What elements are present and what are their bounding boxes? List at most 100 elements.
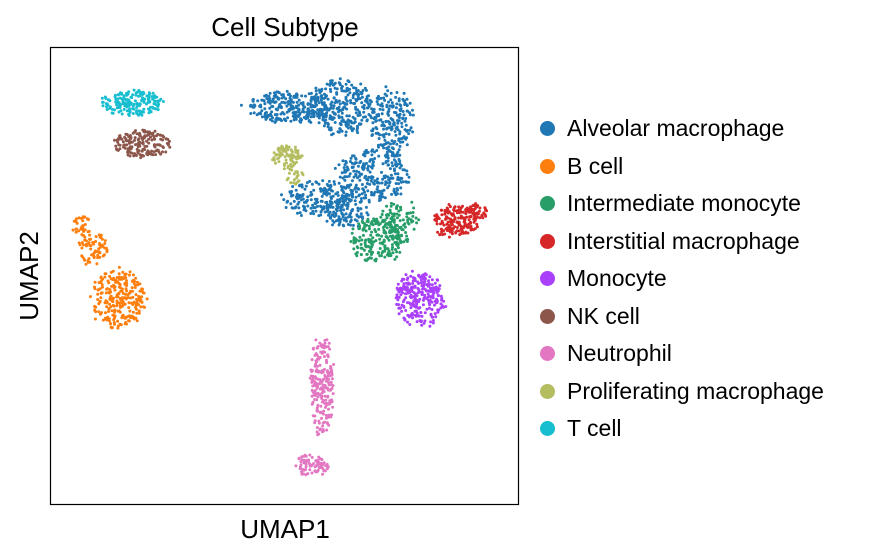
data-point [323, 383, 327, 387]
legend: Alveolar macrophage B cell Intermediate mo… [540, 110, 824, 448]
data-point [295, 170, 299, 174]
data-point [384, 231, 388, 235]
data-point [340, 119, 344, 123]
data-point [419, 320, 423, 324]
data-point [406, 301, 409, 305]
data-point [109, 294, 113, 298]
data-point [140, 287, 144, 291]
data-point [321, 424, 325, 428]
data-point [316, 403, 320, 407]
data-point [304, 184, 308, 188]
data-point [342, 208, 346, 212]
data-point [364, 97, 368, 101]
data-point [337, 181, 341, 185]
data-point [396, 282, 400, 286]
data-point [286, 100, 290, 104]
data-point [316, 385, 320, 389]
data-point [378, 222, 382, 226]
data-point [330, 373, 334, 377]
data-point [134, 302, 138, 306]
data-point [315, 99, 319, 103]
data-point [340, 171, 344, 175]
data-point [377, 97, 381, 101]
data-point [366, 164, 370, 168]
data-point [363, 241, 367, 245]
data-point [101, 104, 105, 108]
data-point [161, 150, 164, 154]
data-point [367, 240, 371, 244]
data-point [338, 197, 342, 201]
data-point [349, 125, 353, 129]
data-point [314, 202, 317, 206]
data-point [438, 233, 442, 237]
data-point [305, 181, 309, 185]
data-point [467, 207, 471, 211]
data-point [119, 109, 123, 113]
data-point [383, 224, 387, 228]
data-point [85, 239, 88, 243]
data-point [409, 306, 413, 310]
data-point [405, 129, 409, 133]
data-point [433, 299, 437, 303]
data-point [300, 458, 304, 462]
data-point [320, 416, 323, 420]
data-point [347, 197, 351, 201]
data-point [313, 364, 317, 368]
data-point [464, 212, 468, 216]
data-point [328, 210, 332, 214]
data-point [404, 273, 408, 277]
data-point [325, 206, 329, 210]
legend-label: Proliferating macrophage [567, 377, 824, 404]
data-point [103, 301, 107, 305]
data-point [323, 112, 327, 116]
data-point [301, 197, 305, 201]
data-point [382, 123, 385, 127]
data-point [139, 305, 143, 309]
data-point [337, 130, 341, 134]
data-point [294, 150, 298, 154]
data-point [421, 287, 425, 291]
data-point [306, 204, 310, 208]
data-point [406, 291, 410, 295]
data-point [417, 300, 421, 304]
data-point [321, 388, 325, 392]
data-point [402, 285, 406, 289]
data-point [457, 205, 461, 209]
data-point [325, 82, 329, 86]
data-point [426, 289, 430, 293]
data-point [116, 319, 120, 323]
data-point [383, 176, 387, 180]
data-point [274, 95, 278, 99]
data-point [430, 300, 434, 304]
data-point [364, 259, 368, 263]
data-point [341, 196, 345, 200]
data-point [344, 82, 348, 86]
data-point [330, 200, 334, 204]
data-point [319, 94, 323, 98]
data-point [362, 107, 366, 110]
data-point [324, 398, 328, 402]
data-point [425, 307, 429, 311]
data-point [314, 180, 318, 184]
data-point [314, 86, 318, 90]
data-point [394, 193, 398, 197]
data-point [402, 168, 406, 172]
data-point [348, 120, 352, 124]
data-point [88, 233, 92, 237]
data-point [87, 241, 91, 245]
data-point [320, 458, 324, 462]
data-point [321, 179, 325, 183]
data-point [301, 107, 305, 111]
data-point [327, 378, 331, 381]
data-point [97, 233, 101, 237]
data-point [321, 430, 324, 434]
data-point [426, 292, 430, 296]
data-point [452, 220, 455, 224]
data-point [135, 280, 139, 284]
data-point [375, 119, 378, 123]
data-point [119, 298, 123, 301]
data-point [423, 287, 427, 291]
data-point [400, 227, 404, 231]
data-point [132, 154, 136, 158]
data-point [87, 218, 90, 221]
